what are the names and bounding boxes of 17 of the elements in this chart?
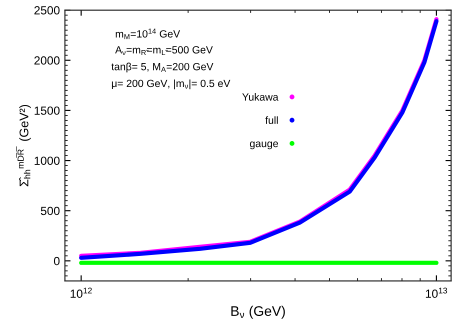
y-tick-label: 2000: [34, 56, 60, 65]
y-axis-title: Σ̂$_{hh}$$^{mD̅R̅}$ (GeV²): [16, 104, 31, 186]
y-tick-label: 500: [40, 206, 60, 216]
y-tick-label: 1500: [34, 106, 60, 115]
legend-label: full: [265, 116, 278, 124]
annotation: tanβ= 5, M$_{A}$=200 GeV: [111, 62, 214, 72]
legend-label: gauge: [250, 141, 278, 150]
x-axis-title: B$_{ν}$ (GeV): [231, 306, 285, 319]
annotation: A$_{ν}$=m$_{R̃}$=m$_{L̃}$=500 GeV: [115, 46, 213, 56]
y-tick-label: 1000: [34, 156, 60, 165]
annotation: m$_{M}$=10$^{14}$ GeV: [116, 28, 180, 40]
y-tick-label: 2500: [34, 6, 60, 15]
annotation: μ= 200 GeV, |m$_{ν}$|= 0.5 eV: [112, 79, 230, 90]
x-tick-label: 10$^{13}$: [426, 288, 448, 298]
legend-label: Yukawa: [242, 93, 278, 101]
x-tick-label: 10$^{12}$: [70, 288, 92, 298]
y-tick-label: 0: [54, 256, 60, 266]
